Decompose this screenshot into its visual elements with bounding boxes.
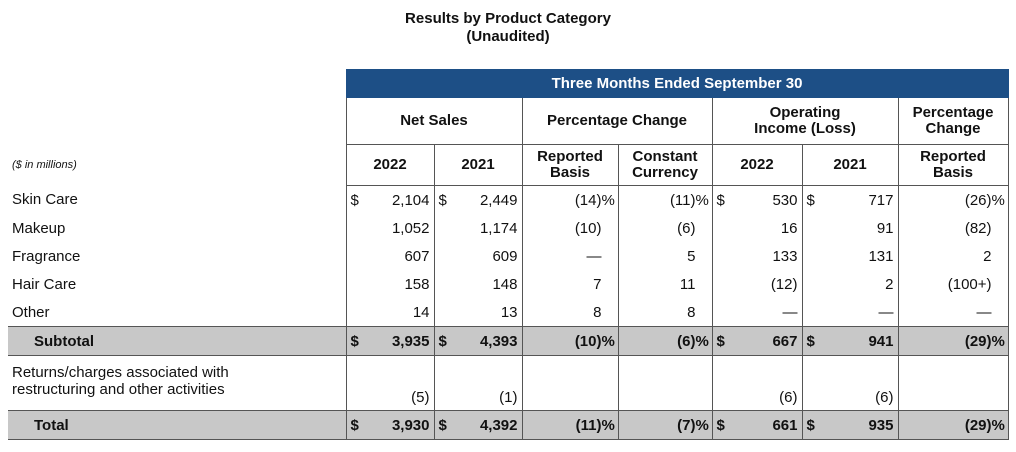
report-title: Results by Product Category [405,10,611,27]
row-label: Fragrance [12,247,81,265]
dollar-sign: $ [806,191,815,209]
col-ns-2021: 2021 [433,144,523,186]
col-ns-2022: 2022 [345,144,435,186]
table-row: Other 14 13 8 8 — — — [8,298,1009,327]
col-oi-2022: 2022 [711,144,803,186]
dollar-sign: $ [716,191,725,209]
operating-income-header: Operating Income (Loss) [711,97,899,145]
units-label: ($ in millions) [12,159,77,171]
col-reported-basis: Reported Basis [521,144,619,186]
total-row: Total $3,930 $4,392 (11)% (7)% $661 $935… [8,410,1009,440]
row-label: Makeup [12,219,66,237]
table-row: Fragrance 607 609 — 5 133 131 2 [8,242,1009,270]
row-label: Other [12,303,50,321]
row-label: Total [8,410,346,440]
results-table: Three Months Ended September 30 Net Sale… [8,69,1009,440]
dollar-sign: $ [350,191,359,209]
report-subtitle: (Unaudited) [466,28,550,45]
col-constant-currency: Constant Currency [617,144,713,186]
returns-row: Returns/charges associated with restructu… [8,355,1009,411]
period-banner: Three Months Ended September 30 [345,69,1009,98]
row-label: Skin Care [12,191,78,209]
subtotal-row: Subtotal $3,935 $4,393 (10)% (6)% $667 $… [8,326,1009,356]
table-row: Makeup 1,052 1,174 (10) (6) 16 91 (82) [8,214,1009,242]
row-label: Returns/charges associated with restructu… [12,364,229,398]
row-label: Hair Care [12,275,77,293]
dollar-sign: $ [438,191,447,209]
col-oi-2021: 2021 [801,144,899,186]
table-row: Hair Care 158 148 7 11 (12) 2 (100+) [8,270,1009,298]
col-oi-reported-basis: Reported Basis [897,144,1009,186]
row-label: Subtotal [8,326,346,356]
net-sales-header: Net Sales [345,97,523,145]
percentage-change-header: Percentage Change [521,97,713,145]
table-row: Skin Care $2,104 $2,449 (14)% (11)% $530… [8,185,1009,214]
percentage-change-header-2: Percentage Change [897,97,1009,145]
